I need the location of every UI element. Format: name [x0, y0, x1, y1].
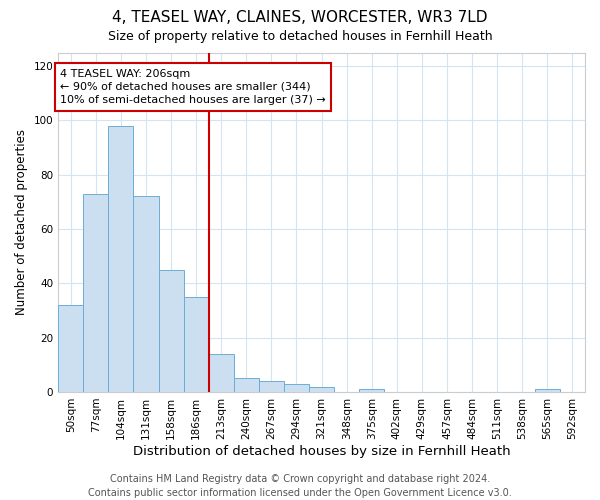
- Text: Size of property relative to detached houses in Fernhill Heath: Size of property relative to detached ho…: [107, 30, 493, 43]
- Bar: [133, 196, 158, 392]
- Bar: [359, 389, 385, 392]
- Bar: [109, 126, 133, 392]
- Bar: [309, 386, 334, 392]
- Bar: [184, 297, 209, 392]
- Bar: [284, 384, 309, 392]
- X-axis label: Distribution of detached houses by size in Fernhill Heath: Distribution of detached houses by size …: [133, 444, 511, 458]
- Bar: [58, 305, 83, 392]
- Bar: [234, 378, 259, 392]
- Bar: [83, 194, 109, 392]
- Bar: [259, 381, 284, 392]
- Bar: [535, 389, 560, 392]
- Bar: [209, 354, 234, 392]
- Text: 4 TEASEL WAY: 206sqm
← 90% of detached houses are smaller (344)
10% of semi-deta: 4 TEASEL WAY: 206sqm ← 90% of detached h…: [60, 69, 326, 105]
- Text: 4, TEASEL WAY, CLAINES, WORCESTER, WR3 7LD: 4, TEASEL WAY, CLAINES, WORCESTER, WR3 7…: [112, 10, 488, 25]
- Y-axis label: Number of detached properties: Number of detached properties: [15, 129, 28, 315]
- Text: Contains HM Land Registry data © Crown copyright and database right 2024.
Contai: Contains HM Land Registry data © Crown c…: [88, 474, 512, 498]
- Bar: [158, 270, 184, 392]
